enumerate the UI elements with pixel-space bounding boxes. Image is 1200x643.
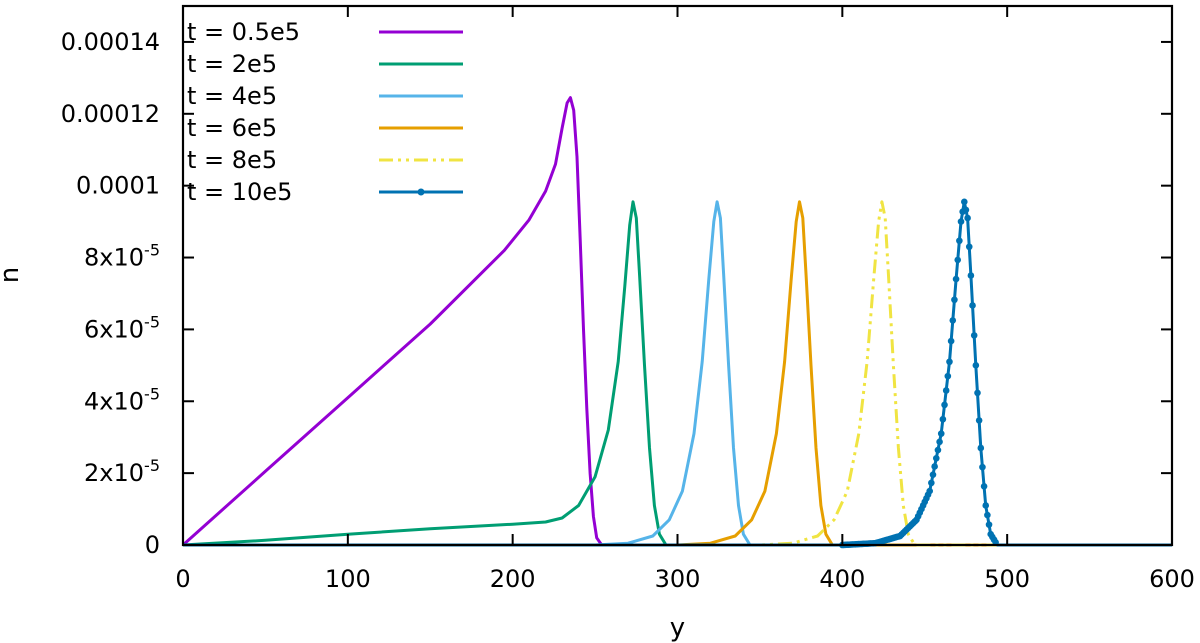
y-tick-label-base: 4x10 (84, 387, 144, 415)
y-tick-label-exponent: -5 (144, 312, 160, 331)
series-point-5 (956, 237, 963, 245)
x-tick-label: 500 (984, 565, 1030, 593)
series-point-5 (984, 511, 991, 519)
y-tick-label: 2x10-5 (84, 456, 160, 487)
y-tick-label: 0 (145, 531, 160, 559)
y-tick-label: 0.0001 (76, 172, 160, 200)
legend-label: t = 2e5 (187, 50, 277, 78)
y-tick-label-base: 0.0001 (76, 172, 160, 200)
y-axis-title: n (0, 267, 25, 283)
x-tick-label: 300 (655, 565, 701, 593)
x-tick-label: 400 (819, 565, 865, 593)
y-tick-label-base: 8x10 (84, 244, 144, 272)
series-point-5 (977, 444, 985, 452)
series-point-5 (975, 417, 983, 424)
series-point-5 (934, 446, 942, 454)
series-point-5 (932, 454, 940, 462)
x-tick-label: 200 (490, 565, 536, 593)
y-tick-label-base: 0.00012 (61, 100, 160, 128)
legend-label: t = 6e5 (187, 114, 277, 142)
series-point-5 (951, 296, 958, 304)
legend: t = 0.5e5 t = 2e5 t = 4e5 t = 6e5 t = 8e5 t =… (187, 18, 463, 206)
series-point-5 (939, 415, 947, 423)
series-point-5 (942, 387, 950, 394)
series-point-5 (967, 272, 975, 279)
y-tick-label-exponent: -5 (144, 384, 160, 403)
series-line-2 (183, 200, 1172, 547)
series-point-5 (944, 372, 952, 380)
legend-swatch-point (417, 188, 425, 196)
series-point-5 (962, 206, 970, 214)
series-point-5 (979, 463, 986, 471)
series-line-4 (183, 200, 1172, 547)
y-tick-label: 4x10-5 (84, 384, 160, 415)
series-point-5 (946, 358, 953, 366)
series-point-5 (982, 502, 990, 509)
series-point-5 (965, 243, 973, 251)
series-point-5 (980, 483, 988, 490)
series-point-5 (926, 487, 933, 495)
series-point-5 (952, 275, 960, 283)
series-point-5 (972, 362, 980, 369)
legend-label: t = 4e5 (187, 82, 277, 110)
series-point-5 (947, 337, 955, 345)
series-point-5 (961, 198, 968, 206)
y-tick-label: 8x10-5 (84, 241, 160, 272)
series-layer (182, 96, 1172, 549)
series-line-0 (182, 96, 1172, 547)
legend-label: t = 10e5 (187, 178, 292, 206)
series-point-5 (936, 438, 943, 446)
y-tick-label-base: 2x10 (84, 459, 144, 487)
series-point-5 (928, 479, 935, 487)
y-tick-label: 6x10-5 (84, 312, 160, 343)
y-tick-label: 0.00014 (61, 28, 160, 56)
series-point-5 (970, 332, 978, 339)
x-axis-title: y (670, 613, 685, 643)
series-point-5 (931, 463, 938, 470)
series-point-5 (954, 256, 962, 264)
series-point-5 (941, 401, 948, 409)
x-tick-label: 600 (1149, 565, 1195, 593)
plot-frame (181, 4, 1174, 547)
series-point-5 (937, 430, 945, 437)
y-tick-label-exponent: -5 (144, 241, 160, 260)
ticks-layer: 0 100 200 300 400 500 60002x10-54x10-56x10-58x… (61, 6, 1195, 593)
series-point-5 (964, 214, 971, 222)
series-line-3 (183, 200, 1172, 547)
y-tick-label-base: 6x10 (84, 315, 144, 343)
x-tick-label: 0 (175, 565, 190, 593)
y-tick-label-exponent: -5 (144, 456, 160, 475)
legend-label: t = 8e5 (187, 146, 277, 174)
x-tick-label: 100 (325, 565, 371, 593)
series-line-5 (183, 200, 1172, 547)
series-point-5 (949, 317, 957, 324)
series-point-5 (957, 218, 965, 225)
series-point-5 (969, 302, 976, 309)
series-point-5 (974, 389, 981, 397)
y-tick-label-base: 0.00014 (61, 28, 160, 56)
legend-label: t = 0.5e5 (187, 18, 300, 46)
series-line-1 (182, 200, 1172, 547)
y-tick-label: 0.00012 (61, 100, 160, 128)
series-point-5 (929, 471, 937, 478)
series-point-5 (985, 521, 993, 528)
y-tick-label-base: 0 (145, 531, 160, 559)
